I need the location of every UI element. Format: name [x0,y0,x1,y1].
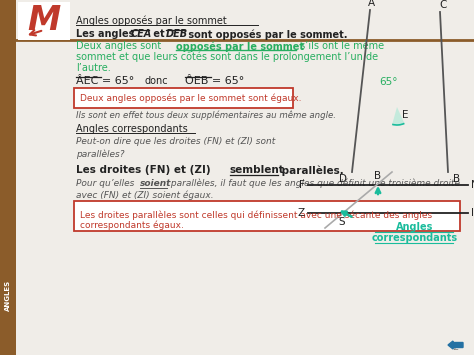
Text: sommet et que leurs côtés sont dans le prolongement l’un de: sommet et que leurs côtés sont dans le p… [76,52,378,62]
Text: semblent: semblent [230,165,285,175]
FancyBboxPatch shape [74,88,293,108]
Text: Z: Z [298,208,305,218]
Text: F: F [299,180,305,190]
Text: 65°: 65° [379,77,398,87]
Text: CEA: CEA [131,29,152,39]
Bar [18,2,70,40]
Text: et: et [150,29,168,39]
Text: soient: soient [140,179,172,188]
FancyBboxPatch shape [74,201,460,231]
Text: 2: 2 [452,342,458,352]
Text: I: I [471,208,474,218]
FancyArrow shape [448,341,463,349]
Text: correspondants: correspondants [372,233,458,243]
Text: donc: donc [145,76,169,86]
Text: opposés par le sommet: opposés par le sommet [176,41,304,51]
Text: avec (FN) et (ZI) soient égaux.: avec (FN) et (ZI) soient égaux. [76,190,214,200]
Text: C: C [439,0,447,10]
Text: N: N [471,180,474,190]
Text: B: B [453,174,460,184]
Text: Angles correspondants: Angles correspondants [76,124,188,134]
Text: parallèles, il faut que les angles que définit une troisième droite: parallèles, il faut que les angles que d… [168,179,460,189]
Wedge shape [392,107,404,125]
Text: sont opposés par le sommet.: sont opposés par le sommet. [185,29,347,39]
Text: Les droites (FN) et (ZI): Les droites (FN) et (ZI) [76,165,214,175]
Text: s’ils ont le même: s’ils ont le même [297,41,384,51]
Text: correspondants égaux.: correspondants égaux. [80,220,184,229]
Text: ÂEC = 65°: ÂEC = 65° [76,76,134,86]
Text: A: A [367,0,374,8]
Text: E: E [402,110,409,120]
Text: D: D [339,174,347,184]
Text: B: B [374,171,382,181]
Text: ANGLES: ANGLES [5,279,11,311]
Text: Les angles: Les angles [76,29,138,39]
Bar [0,0,16,355]
Text: Angles: Angles [396,222,434,232]
Text: M: M [27,5,61,38]
Text: Peut-on dire que les droites (FN) et (ZI) sont
parallèles?: Peut-on dire que les droites (FN) et (ZI… [76,137,275,159]
Text: Deux angles sont: Deux angles sont [76,41,164,51]
Text: Les droites parallèles sont celles qui définissent avec une sécante des angles: Les droites parallèles sont celles qui d… [80,210,432,219]
Text: DEB: DEB [166,29,188,39]
Text: Angles opposés par le sommet: Angles opposés par le sommet [76,16,227,27]
Text: Ils sont en effet tous deux supplémentaires au même angle.: Ils sont en effet tous deux supplémentai… [76,110,336,120]
Text: ÔEB = 65°: ÔEB = 65° [185,76,244,86]
Text: Pour qu’elles: Pour qu’elles [76,179,137,188]
Text: parallèles.: parallèles. [278,165,344,175]
Text: Deux angles opposés par le sommet sont égaux.: Deux angles opposés par le sommet sont é… [80,93,301,103]
Text: l’autre.: l’autre. [76,63,111,73]
Text: S: S [339,217,346,227]
